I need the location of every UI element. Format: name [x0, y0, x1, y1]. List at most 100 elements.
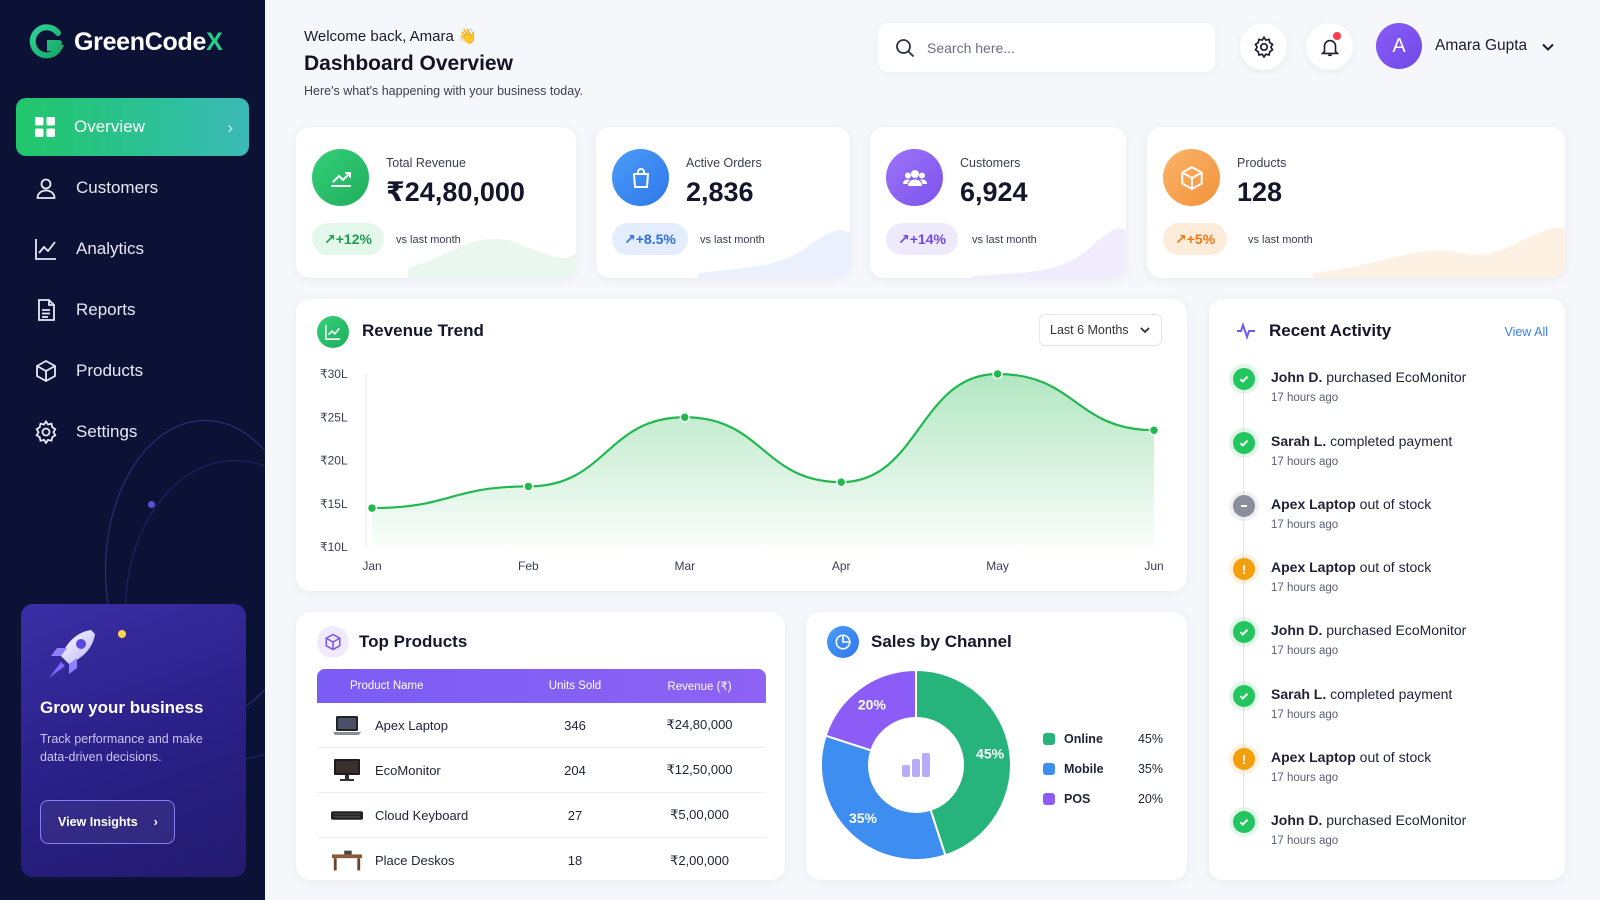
activity-time: 17 hours ago	[1271, 519, 1339, 531]
revenue-value: ₹24,80,000	[666, 717, 733, 732]
legend-item: Mobile 35%	[1043, 762, 1163, 776]
stat-value: 128	[1237, 177, 1283, 207]
settings-button[interactable]	[1240, 23, 1287, 70]
activity-time: 17 hours ago	[1271, 645, 1339, 657]
view-insights-button[interactable]: View Insights ›	[40, 800, 175, 844]
chevron-down-icon[interactable]	[1541, 40, 1555, 54]
stat-value: 6,924	[960, 177, 1028, 207]
stat-card-orders[interactable]: Active Orders 2,836 ↗+8.5% vs last month	[596, 127, 850, 278]
decorative-dot	[148, 501, 155, 508]
check-circle-icon	[1233, 621, 1255, 643]
comparison-text: vs last month	[396, 234, 461, 246]
activity-time: 17 hours ago	[1271, 582, 1339, 594]
activity-text: John D. purchased EcoMonitor	[1271, 369, 1467, 385]
legend-value: 45%	[1137, 732, 1163, 746]
keyboard-icon	[331, 803, 363, 827]
activity-text: John D. purchased EcoMonitor	[1271, 622, 1467, 638]
sidebar-item-settings[interactable]: Settings	[16, 403, 249, 461]
change-badge: ↗+5%	[1163, 223, 1228, 255]
chart-line-icon	[317, 316, 349, 348]
stat-label: Total Revenue	[386, 156, 466, 170]
product-name: Place Deskos	[375, 853, 455, 868]
sidebar-item-analytics[interactable]: Analytics	[16, 220, 249, 278]
slice-label: 45%	[976, 745, 1005, 761]
legend-value: 20%	[1137, 792, 1163, 806]
donut-slice[interactable]	[824, 668, 917, 752]
stat-card-revenue[interactable]: Total Revenue ₹24,80,000 ↗+12% vs last m…	[296, 127, 576, 278]
decorative-dot	[118, 630, 126, 638]
units-sold: 204	[564, 762, 586, 778]
range-select[interactable]: Last 6 Months	[1039, 314, 1162, 346]
avatar[interactable]: A	[1376, 23, 1422, 69]
table-row[interactable]: Cloud Keyboard 27 ₹5,00,000	[317, 793, 766, 838]
activity-time: 17 hours ago	[1271, 772, 1339, 784]
sidebar: GreenCodeX Overview › Customers Analytic…	[0, 0, 265, 900]
notifications-button[interactable]	[1306, 23, 1353, 70]
data-point[interactable]	[992, 368, 1003, 380]
wave-decoration	[697, 230, 850, 278]
search-input[interactable]	[927, 39, 1187, 56]
legend-label: Online	[1064, 732, 1103, 746]
x-tick-label: Feb	[518, 559, 539, 573]
x-tick-label: Apr	[832, 559, 851, 573]
units-sold: 27	[567, 807, 583, 823]
wave-decoration	[1314, 227, 1565, 278]
logo-icon	[29, 24, 64, 59]
sidebar-item-label: Settings	[76, 422, 138, 441]
sidebar-item-overview[interactable]: Overview ›	[16, 98, 249, 156]
wave-decoration	[972, 228, 1126, 278]
data-point[interactable]	[366, 502, 378, 514]
comparison-text: vs last month	[972, 234, 1037, 246]
sidebar-item-customers[interactable]: Customers	[16, 159, 249, 217]
promo-text: Track performance and make data-driven d…	[40, 732, 203, 764]
button-label: View Insights	[58, 815, 138, 829]
legend-swatch	[1043, 793, 1055, 805]
stat-label: Customers	[960, 156, 1021, 170]
sidebar-item-label: Reports	[76, 300, 136, 319]
page-title: Dashboard Overview	[304, 52, 513, 75]
cube-icon	[1163, 149, 1220, 206]
activity-text: Apex Laptop out of stock	[1271, 749, 1432, 765]
data-point[interactable]	[835, 476, 847, 488]
x-tick-label: Jan	[362, 559, 381, 573]
wave-decoration	[408, 238, 576, 278]
view-all-link[interactable]: View All	[1504, 325, 1548, 339]
stat-card-products[interactable]: Products 128 ↗+5% vs last month	[1147, 127, 1565, 278]
units-sold: 18	[567, 853, 583, 868]
check-circle-icon	[1233, 811, 1255, 833]
stat-card-customers[interactable]: Customers 6,924 ↗+14% vs last month	[870, 127, 1126, 278]
legend-item: Online 45%	[1043, 732, 1163, 746]
data-point[interactable]	[523, 481, 534, 492]
brand-logo[interactable]: GreenCodeX	[28, 24, 223, 60]
activity-text: Sarah L. completed payment	[1271, 433, 1453, 449]
table-row[interactable]: Apex Laptop 346 ₹24,80,000	[317, 703, 766, 748]
welcome-text: Welcome back, Amara 👋	[304, 28, 477, 45]
promo-card: Grow your business Track performance and…	[21, 604, 246, 877]
check-circle-icon	[1233, 685, 1255, 707]
slice-label: 35%	[849, 810, 878, 826]
rocket-icon	[49, 630, 95, 678]
activity-time: 17 hours ago	[1271, 835, 1339, 847]
data-point[interactable]	[1148, 424, 1160, 436]
gear-icon	[1253, 35, 1274, 58]
users-icon	[886, 149, 943, 206]
table-header: Product Name Units Sold Revenue (₹)	[317, 669, 766, 703]
activity-text: Sarah L. completed payment	[1271, 686, 1453, 702]
user-icon	[36, 178, 56, 199]
user-name[interactable]: Amara Gupta	[1435, 37, 1528, 54]
revenue-line-chart: ₹30L ₹25L ₹20L ₹15L ₹10L Jan Feb Mar Apr May Jun	[320, 367, 1164, 573]
alert-circle-icon: !	[1233, 558, 1255, 580]
legend-item: POS 20%	[1043, 792, 1163, 806]
data-point[interactable]	[679, 412, 691, 423]
table-row[interactable]: Place Deskos 18 ₹2,00,000	[317, 838, 766, 880]
bar-chart-icon	[912, 759, 920, 777]
monitor-icon	[331, 758, 363, 782]
donut-slice[interactable]	[820, 734, 947, 861]
shopping-bag-icon	[612, 149, 669, 206]
sidebar-item-reports[interactable]: Reports	[16, 281, 249, 339]
page-subtitle: Here's what's happening with your busine…	[304, 84, 584, 98]
sidebar-item-products[interactable]: Products	[16, 342, 249, 400]
table-row[interactable]: EcoMonitor 204 ₹12,50,000	[317, 748, 766, 793]
activity-time: 17 hours ago	[1271, 392, 1339, 404]
donut-slice[interactable]	[915, 668, 1012, 857]
